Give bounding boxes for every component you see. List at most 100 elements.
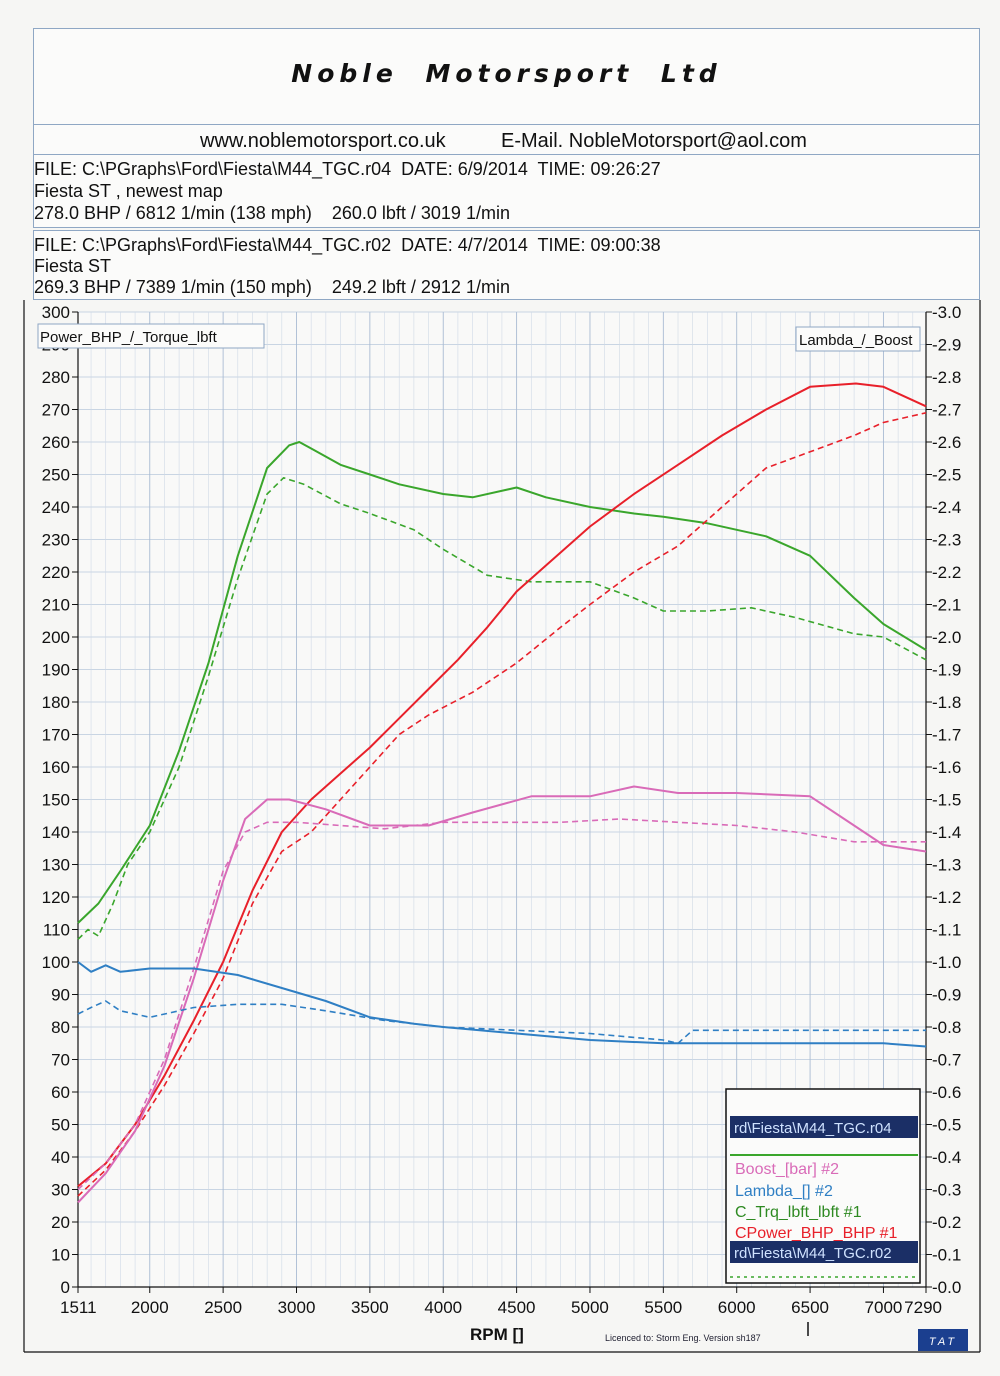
x-tick-label: 5000 (571, 1298, 609, 1317)
y-right-tick-label: -0.9 (932, 986, 961, 1005)
y-left-tick-label: 120 (42, 888, 70, 907)
x-tick-label: 5500 (644, 1298, 682, 1317)
chart-curves (77, 382, 927, 1204)
y-left-tick-label: 220 (42, 563, 70, 582)
x-tick-label: 3500 (351, 1298, 389, 1317)
y-right-tick-label: -2.0 (932, 628, 961, 647)
y-right-tick-label: -0.5 (932, 1116, 961, 1135)
x-tick-label: 4000 (424, 1298, 462, 1317)
run1-info: FILE: C:\PGraphs\Ford\Fiesta\M44_TGC.r04… (33, 154, 980, 228)
series-boost-r02 (77, 818, 926, 1191)
y-right-tick-label: -0.2 (932, 1213, 961, 1232)
y-right-tick-label: -2.2 (932, 563, 961, 582)
company-title: Noble Motorsport Ltd (291, 59, 722, 88)
y-left-tick-label: 160 (42, 758, 70, 777)
y-right-tick-label: -0.6 (932, 1083, 961, 1102)
y-right-tick-label: -2.5 (932, 466, 961, 485)
x-tick-label: 2500 (204, 1298, 242, 1317)
y-right-tick-label: -0.4 (932, 1148, 961, 1167)
website-text: www.noblemotorsport.co.uk (200, 130, 446, 152)
legend-run2-file: rd\Fiesta\M44_TGC.r02 (734, 1245, 892, 1262)
y-left-tick-label: 0 (61, 1278, 70, 1297)
left-axis-label: Power_BHP_/_Torque_lbft (40, 329, 218, 346)
legend-run1-file: rd\Fiesta\M44_TGC.r04 (734, 1120, 892, 1137)
y-left-tick-label: 190 (42, 661, 70, 680)
y-left-tick-label: 130 (42, 856, 70, 875)
y-left-tick-label: 210 (42, 596, 70, 615)
run2-info: FILE: C:\PGraphs\Ford\Fiesta\M44_TGC.r02… (33, 230, 980, 300)
y-left-tick-label: 100 (42, 953, 70, 972)
y-right-tick-label: -1.7 (932, 726, 961, 745)
x-tick-label: 4500 (498, 1298, 536, 1317)
y-left-tick-label: 10 (51, 1246, 70, 1265)
y-right-tick-label: -3.0 (932, 303, 961, 322)
run1-description: Fiesta ST , newest map (34, 181, 223, 201)
y-left-tick-label: 280 (42, 368, 70, 387)
x-tick-label: 7000 (865, 1298, 903, 1317)
y-right-tick-label: -1.1 (932, 921, 961, 940)
y-right-tick-label: -0.3 (932, 1181, 961, 1200)
y-left-tick-label: 80 (51, 1018, 70, 1037)
badge-box (918, 1329, 968, 1351)
y-right-tick-label: -1.6 (932, 758, 961, 777)
y-left-tick-label: 110 (43, 921, 70, 940)
y-right-tick-label: -0.0 (932, 1278, 961, 1297)
run1-file-line: FILE: C:\PGraphs\Ford\Fiesta\M44_TGC.r04… (34, 159, 661, 179)
y-left-tick-label: 270 (42, 401, 70, 420)
x-tick-label: 2000 (131, 1298, 169, 1317)
header-title-box: Noble Motorsport Ltd (33, 28, 980, 126)
y-right-tick-label: -2.8 (932, 368, 961, 387)
y-left-tick-label: 240 (42, 498, 70, 517)
series-torque-r04 (77, 441, 927, 924)
y-right-tick-label: -1.0 (932, 953, 961, 972)
y-right-tick-label: -1.4 (932, 823, 961, 842)
chart-ticks: 0 10 20 30 40 50 60 70 80 90 100 110 120 130 140 150 160… (42, 303, 962, 1317)
y-right-tick-label: -2.9 (932, 336, 961, 355)
y-left-tick-label: 30 (51, 1181, 70, 1200)
y-left-tick-label: 170 (42, 726, 70, 745)
left-axis-label-box (37, 323, 265, 349)
x-tick-label: 6000 (718, 1298, 756, 1317)
y-right-tick-label: -2.3 (932, 531, 961, 550)
y-left-tick-label: 300 (42, 303, 70, 322)
x-tick-label: 7290 (904, 1298, 942, 1317)
y-left-tick-label: 50 (51, 1116, 70, 1135)
legend-run2-file-box (730, 1241, 918, 1263)
x-tick-label: 1511 (60, 1298, 97, 1317)
right-axis-label-box (795, 326, 921, 352)
y-left-tick-label: 150 (42, 791, 70, 810)
y-left-tick-label: 230 (42, 531, 70, 550)
x-axis-label: RPM [] (470, 1325, 524, 1344)
y-right-tick-label: -1.5 (932, 791, 961, 810)
y-right-tick-label: -2.6 (932, 433, 961, 452)
y-right-tick-label: -1.8 (932, 693, 961, 712)
run1-peak-values: 278.0 BHP / 6812 1/min (138 mph) 260.0 l… (34, 203, 510, 223)
email-text: E-Mail. NobleMotorsport@aol.com (501, 130, 807, 152)
legend-torque: C_Trq_lbft_lbft #1 (735, 1204, 862, 1221)
y-left-tick-label: 60 (51, 1083, 70, 1102)
x-tick-label: 3000 (278, 1298, 316, 1317)
right-axis-label: Lambda_/_Boost (799, 332, 913, 349)
legend-lambda: Lambda_[] #2 (735, 1183, 833, 1200)
y-left-tick-label: 140 (42, 823, 70, 842)
series-power-r04 (77, 382, 927, 1188)
licence-text: Licenced to: Storm Eng. Version sh187 (605, 1333, 761, 1343)
series-boost-r04 (77, 785, 927, 1204)
y-left-tick-label: 20 (51, 1213, 70, 1232)
run2-file-line: FILE: C:\PGraphs\Ford\Fiesta\M44_TGC.r02… (34, 235, 661, 255)
series-lambda-r02 (77, 1000, 926, 1045)
y-right-tick-label: -2.7 (932, 401, 961, 420)
y-left-tick-label: 250 (42, 466, 70, 485)
y-left-tick-label: 70 (51, 1051, 70, 1070)
x-tick-label: 6500 (791, 1298, 829, 1317)
y-left-tick-label: 260 (42, 433, 70, 452)
legend-boost: Boost_[bar] #2 (735, 1161, 839, 1178)
y-right-tick-label: -1.2 (932, 888, 961, 907)
y-right-tick-label: -1.9 (932, 661, 961, 680)
y-left-tick-label: 90 (51, 986, 70, 1005)
series-power-r02 (77, 412, 927, 1197)
chart-legend: rd\Fiesta\M44_TGC.r04 Boost_[bar] #2 Lam… (725, 1088, 921, 1284)
y-right-tick-label: -2.1 (932, 596, 961, 615)
run2-description: Fiesta ST (34, 256, 112, 276)
